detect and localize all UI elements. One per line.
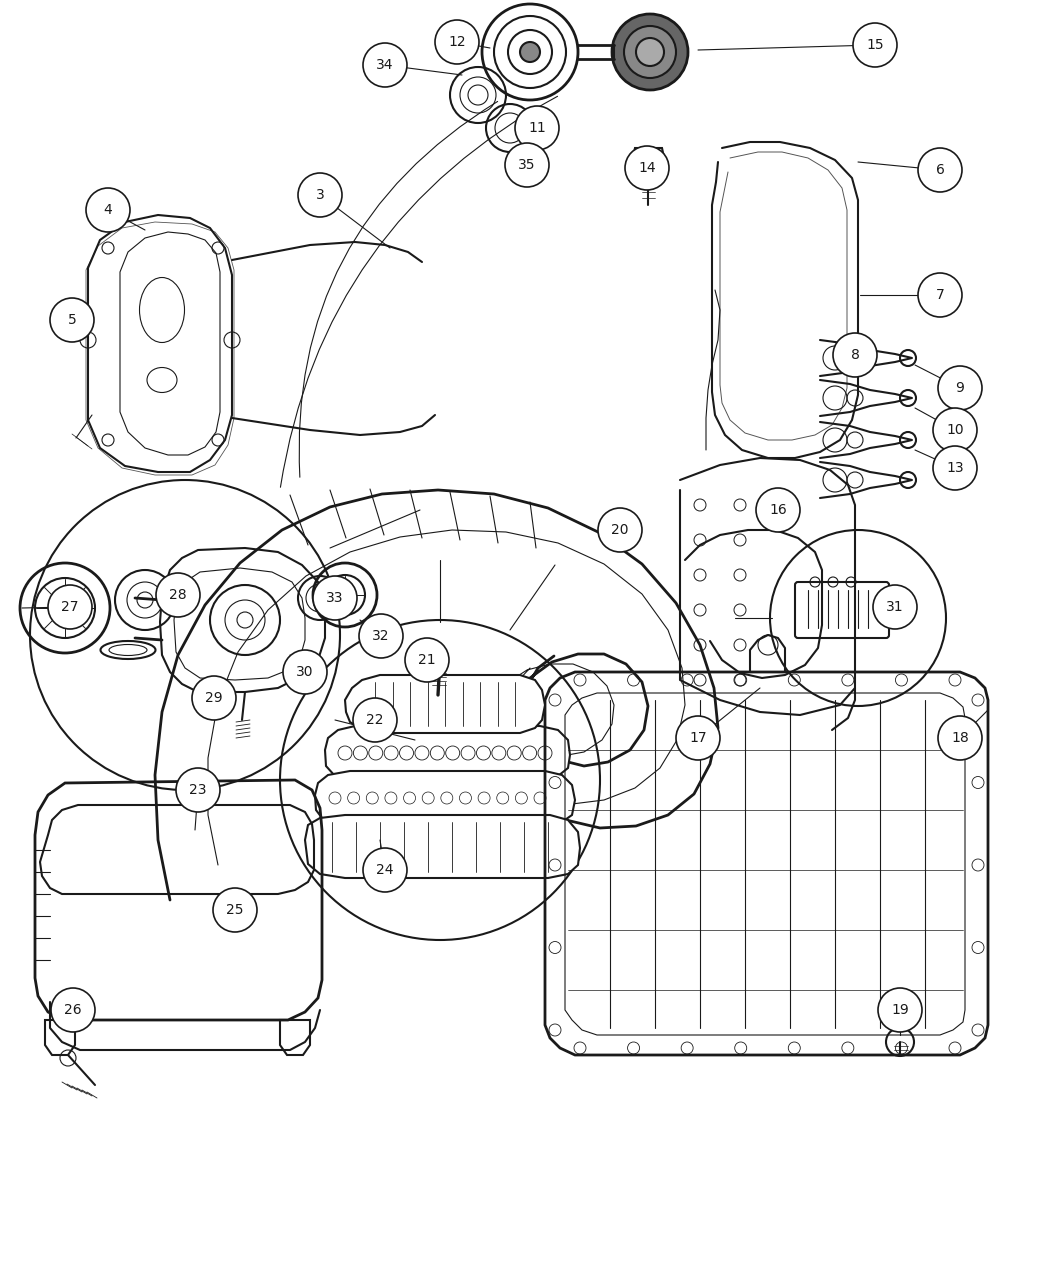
Circle shape bbox=[50, 987, 95, 1032]
Circle shape bbox=[756, 489, 800, 532]
Text: 28: 28 bbox=[169, 588, 187, 602]
Polygon shape bbox=[315, 771, 575, 826]
Text: 26: 26 bbox=[64, 1003, 82, 1017]
Text: 29: 29 bbox=[205, 691, 223, 705]
Text: 11: 11 bbox=[528, 122, 546, 136]
Circle shape bbox=[878, 987, 922, 1032]
Circle shape bbox=[176, 767, 220, 812]
Circle shape bbox=[86, 188, 130, 231]
Circle shape bbox=[873, 585, 917, 629]
Text: 32: 32 bbox=[372, 629, 389, 643]
Circle shape bbox=[933, 446, 977, 490]
Polygon shape bbox=[325, 726, 570, 780]
Circle shape bbox=[676, 716, 720, 760]
Circle shape bbox=[283, 650, 327, 694]
Circle shape bbox=[156, 573, 200, 616]
Circle shape bbox=[505, 143, 549, 187]
Circle shape bbox=[938, 366, 982, 411]
Circle shape bbox=[612, 14, 688, 90]
Circle shape bbox=[50, 298, 94, 341]
Circle shape bbox=[624, 26, 676, 78]
Circle shape bbox=[363, 848, 407, 891]
Text: 13: 13 bbox=[946, 460, 964, 475]
Circle shape bbox=[636, 38, 664, 67]
Polygon shape bbox=[305, 815, 580, 877]
Text: 20: 20 bbox=[611, 523, 629, 537]
Text: 5: 5 bbox=[67, 313, 77, 327]
Text: 25: 25 bbox=[226, 903, 244, 917]
Circle shape bbox=[363, 43, 407, 87]
Text: 4: 4 bbox=[104, 203, 113, 217]
Text: 23: 23 bbox=[189, 783, 207, 797]
Circle shape bbox=[625, 146, 669, 191]
Text: 15: 15 bbox=[866, 38, 884, 52]
Text: 35: 35 bbox=[519, 159, 535, 171]
Circle shape bbox=[933, 408, 977, 451]
Text: 12: 12 bbox=[448, 35, 466, 49]
Circle shape bbox=[48, 585, 92, 629]
Circle shape bbox=[353, 698, 397, 742]
Text: 10: 10 bbox=[946, 423, 964, 437]
Circle shape bbox=[193, 677, 236, 720]
Circle shape bbox=[434, 20, 479, 64]
Circle shape bbox=[359, 614, 403, 657]
Text: 8: 8 bbox=[851, 348, 859, 362]
Text: 31: 31 bbox=[886, 600, 904, 614]
Circle shape bbox=[298, 173, 342, 217]
Circle shape bbox=[520, 42, 540, 61]
Text: 17: 17 bbox=[689, 732, 707, 744]
Circle shape bbox=[938, 716, 982, 760]
Circle shape bbox=[833, 333, 877, 377]
Circle shape bbox=[918, 272, 962, 317]
Circle shape bbox=[598, 508, 642, 553]
Text: 14: 14 bbox=[639, 161, 655, 175]
Text: 3: 3 bbox=[316, 188, 324, 202]
Circle shape bbox=[213, 888, 257, 932]
Text: 6: 6 bbox=[935, 162, 945, 177]
Text: 9: 9 bbox=[955, 381, 965, 395]
Text: 7: 7 bbox=[935, 288, 945, 302]
Circle shape bbox=[313, 576, 357, 620]
Text: 21: 21 bbox=[419, 654, 436, 668]
Text: 34: 34 bbox=[377, 58, 393, 72]
Polygon shape bbox=[345, 675, 545, 733]
Circle shape bbox=[918, 148, 962, 192]
Text: 16: 16 bbox=[769, 503, 787, 517]
Circle shape bbox=[405, 638, 449, 682]
Text: 24: 24 bbox=[377, 863, 393, 877]
Circle shape bbox=[853, 23, 897, 67]
Text: 19: 19 bbox=[891, 1003, 909, 1017]
Circle shape bbox=[515, 106, 559, 150]
Text: 33: 33 bbox=[326, 591, 344, 605]
Text: 22: 22 bbox=[366, 712, 384, 726]
Text: 30: 30 bbox=[297, 665, 313, 679]
Text: 18: 18 bbox=[951, 732, 969, 744]
Text: 27: 27 bbox=[61, 600, 79, 614]
